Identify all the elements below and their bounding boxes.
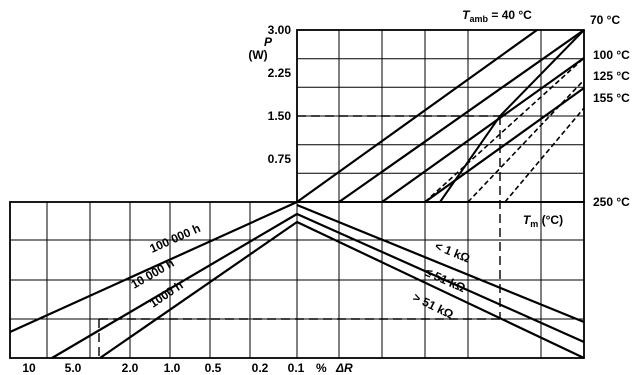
time-series-labels: 100 000 h 10 000 h 1000 h: [129, 221, 203, 311]
label-70c: 70 °C: [590, 13, 620, 27]
ambient-temperature-label: Tamb = 40 °C: [462, 8, 532, 24]
bottom-tick-labels: 10 5.0 2.0 1.0 0.5 0.2 0.1 % ΔR: [22, 361, 353, 375]
y-axis-label: P (W): [248, 35, 273, 62]
xtick-1.0: 1.0: [164, 361, 181, 375]
xtick-5.0: 5.0: [65, 361, 82, 375]
label-lt1k: < 1 kΩ: [433, 239, 473, 266]
label-100000h: 100 000 h: [148, 221, 203, 256]
x-axis-label-tm: Tm (°C): [523, 213, 563, 229]
line-ambient-155: [504, 107, 585, 203]
line-time-10000h: [51, 213, 298, 359]
xtick-0.5: 0.5: [205, 361, 222, 375]
label-le51k: ≤ 51 kΩ: [423, 265, 468, 295]
label-lt1k-group: < 1 kΩ: [433, 239, 473, 266]
ytick-0.75: 0.75: [268, 152, 292, 166]
resistance-lines: [296, 203, 585, 359]
line-ambient-mid1: [381, 57, 585, 203]
xtick-10: 10: [22, 361, 36, 375]
ambient-dashed-lines: [424, 57, 585, 203]
y-axis-symbol: P: [264, 35, 273, 49]
example-path: [98, 115, 501, 358]
line-res-lt1k: [296, 203, 585, 324]
label-100000h-group: 100 000 h: [148, 221, 203, 256]
x-unit-percent: %: [316, 361, 327, 375]
ytick-3.00: 3.00: [268, 23, 292, 37]
time-lines: [9, 200, 298, 359]
x-symbol-delta-r: ΔR: [335, 361, 353, 375]
xtick-0.1: 0.1: [288, 361, 305, 375]
xtick-0.2: 0.2: [252, 361, 269, 375]
label-250c: 250 °C: [593, 195, 630, 209]
line-res-gt51k: [296, 221, 585, 359]
line-res-le51k: [296, 212, 585, 344]
label-le51k-group: ≤ 51 kΩ: [423, 265, 468, 295]
ytick-2.25: 2.25: [268, 66, 292, 80]
label-100c: 100 °C: [593, 48, 630, 62]
line-time-1000h: [99, 221, 298, 359]
line-ambient-70: [338, 29, 585, 203]
y-tick-labels: 3.00 2.25 1.50 0.75: [268, 23, 292, 166]
line-ambient-125: [467, 79, 585, 203]
label-1000h: 1000 h: [147, 278, 186, 310]
xtick-2.0: 2.0: [122, 361, 139, 375]
y-axis-unit: (W): [248, 48, 267, 62]
ytick-1.50: 1.50: [268, 109, 292, 123]
line-ambient-100: [424, 57, 585, 203]
label-125c: 125 °C: [593, 69, 630, 83]
label-155c: 155 °C: [593, 91, 630, 105]
line-time-100000h: [9, 200, 298, 334]
grid-lower: [10, 202, 584, 358]
label-1000h-group: 1000 h: [147, 278, 186, 310]
